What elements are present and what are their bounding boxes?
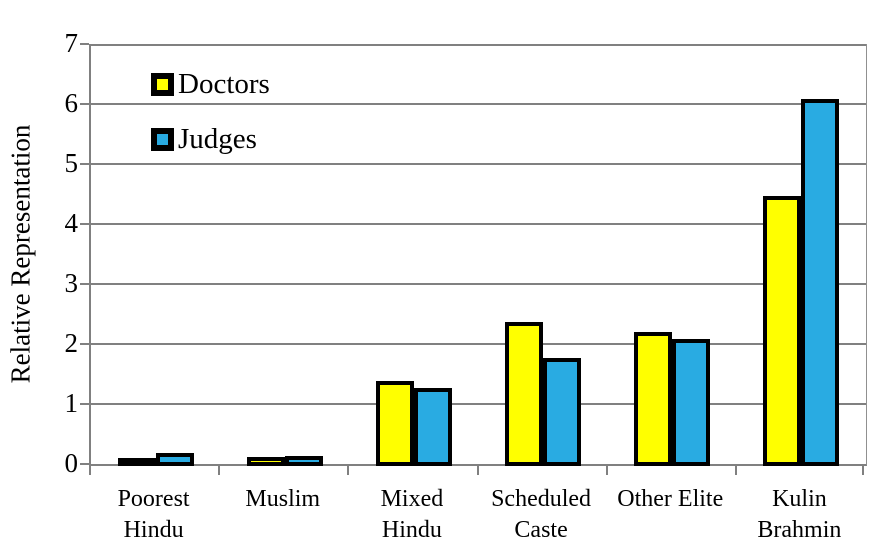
gridline-y-1 xyxy=(91,403,866,405)
judges-legend-label: Judges xyxy=(178,123,257,155)
x-tick-mark-0 xyxy=(89,466,91,475)
y-tick-mark-2 xyxy=(80,343,89,345)
bar-judges-poorest-hindu xyxy=(155,453,194,466)
gridline-y-7 xyxy=(91,44,866,46)
y-tick-mark-0 xyxy=(80,463,89,465)
y-tick-mark-4 xyxy=(80,223,89,225)
judges-legend-swatch xyxy=(151,128,174,151)
gridline-y-3 xyxy=(91,283,866,285)
legend-item-judges: Judges xyxy=(151,125,257,154)
x-tick-mark-2 xyxy=(347,466,350,475)
x-category-label-poorest-hindu: Poorest Hindu xyxy=(117,486,190,543)
bar-doctors-kulin-brahmin xyxy=(763,195,802,466)
bar-doctors-other-elite xyxy=(634,332,673,466)
y-tick-mark-7 xyxy=(80,43,89,45)
y-tick-mark-5 xyxy=(80,163,89,165)
doctors-legend-label: Doctors xyxy=(178,68,270,100)
x-category-label-mixed-hindu: Mixed Hindu xyxy=(380,486,444,543)
gridline-y-2 xyxy=(91,343,866,345)
y-tick-mark-1 xyxy=(80,403,89,405)
gridline-y-6 xyxy=(91,103,866,105)
bar-judges-kulin-brahmin xyxy=(801,99,840,466)
y-tick-mark-3 xyxy=(80,283,89,285)
doctors-legend-swatch xyxy=(151,73,174,96)
plot-area xyxy=(89,44,867,466)
x-category-label-scheduled-caste: Scheduled Caste xyxy=(491,486,592,543)
y-tick-label-1: 1 xyxy=(64,388,79,418)
y-tick-label-7: 7 xyxy=(64,28,79,58)
y-tick-label-3: 3 xyxy=(64,268,79,298)
x-category-label-muslim: Muslim xyxy=(245,486,321,512)
bar-doctors-mixed-hindu xyxy=(375,381,414,466)
gridline-y-4 xyxy=(91,223,866,225)
bar-doctors-poorest-hindu xyxy=(117,458,156,466)
y-tick-label-4: 4 xyxy=(64,208,79,238)
y-tick-mark-6 xyxy=(80,103,89,105)
y-tick-label-5: 5 xyxy=(64,148,79,178)
x-category-label-kulin-brahmin: Kulin Brahmin xyxy=(757,486,842,543)
x-category-label-other-elite: Other Elite xyxy=(617,486,724,512)
bar-doctors-scheduled-caste xyxy=(505,321,544,466)
x-tick-mark-3 xyxy=(476,466,479,475)
bar-doctors-muslim xyxy=(246,456,285,466)
bar-judges-muslim xyxy=(284,455,323,466)
bar-judges-other-elite xyxy=(672,339,711,466)
bar-judges-mixed-hindu xyxy=(413,387,452,466)
bar-judges-scheduled-caste xyxy=(543,357,582,466)
x-tick-mark-5 xyxy=(734,466,737,475)
x-tick-mark-4 xyxy=(605,466,608,475)
y-tick-label-2: 2 xyxy=(64,328,79,358)
y-tick-label-6: 6 xyxy=(64,88,79,118)
gridline-y-5 xyxy=(91,163,866,165)
x-tick-mark-6 xyxy=(862,466,864,475)
legend-item-doctors: Doctors xyxy=(151,70,270,99)
y-tick-label-0: 0 xyxy=(64,448,79,478)
x-tick-mark-1 xyxy=(218,466,221,475)
